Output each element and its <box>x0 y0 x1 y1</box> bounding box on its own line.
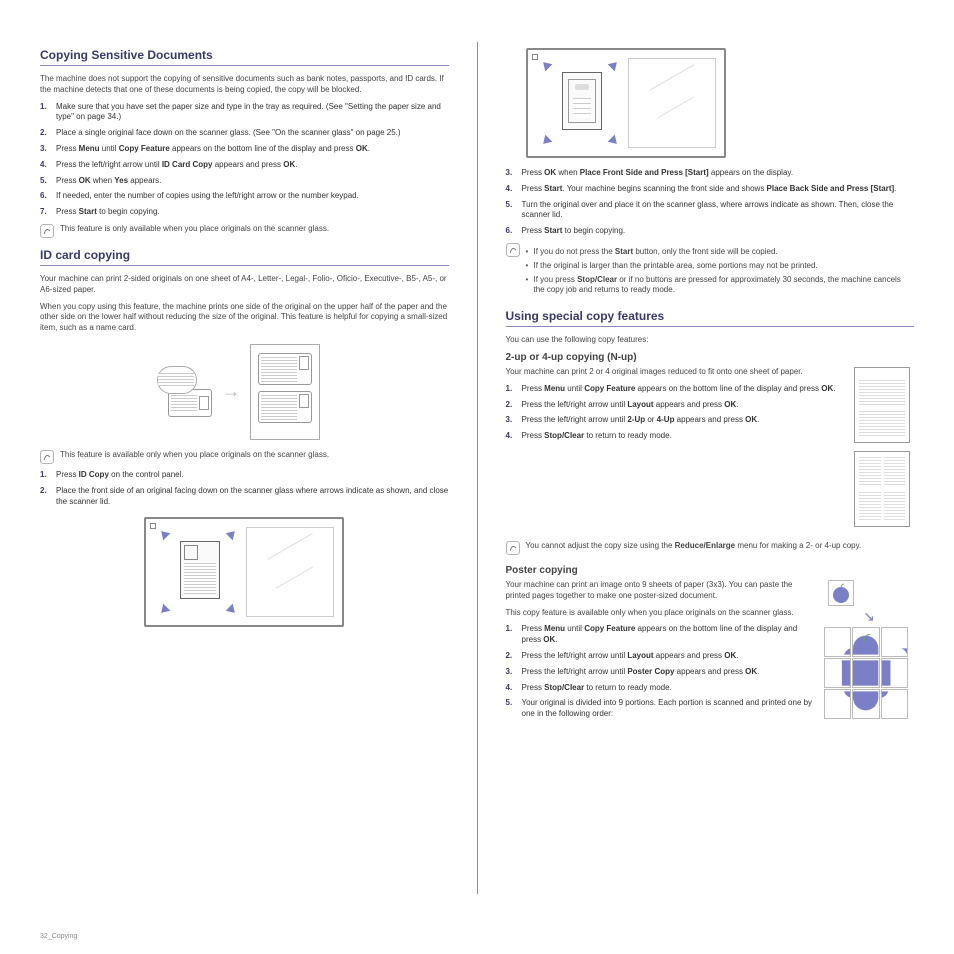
page-number: 32_Copying <box>40 933 77 940</box>
step-item: Press OK when Place Front Side and Press… <box>506 168 915 179</box>
note-text: If you do not press the Start button, on… <box>526 243 915 299</box>
body-text: Your machine can print 2 or 4 original i… <box>506 367 915 378</box>
step-item: Press Stop/Clear to return to ready mode… <box>506 683 915 694</box>
section-intro: The machine does not support the copying… <box>40 74 449 96</box>
body-text: When you copy using this feature, the ma… <box>40 302 449 334</box>
step-item: Press Start to begin copying. <box>506 226 915 237</box>
step-item: Place the front side of an original faci… <box>40 486 449 508</box>
sub-heading: 2-up or 4-up copying (N-up) <box>506 352 915 363</box>
page-footer: 32_Copying <box>40 933 914 940</box>
scanner-front-illustration <box>40 517 449 627</box>
scanner-back-illustration <box>526 48 915 158</box>
note-text: This feature is only available when you … <box>60 224 449 235</box>
note-icon <box>40 450 54 464</box>
section-heading: ID card copying <box>40 248 449 266</box>
step-item: Press Start to begin copying. <box>40 207 449 218</box>
step-item: Press Start. Your machine begins scannin… <box>506 184 915 195</box>
steps-list: Press ID Copy on the control panel. Plac… <box>40 470 449 507</box>
steps-list: Press Menu until Copy Feature appears on… <box>506 624 915 720</box>
sub-heading: Poster copying <box>506 565 915 576</box>
step-item: Press Stop/Clear to return to ready mode… <box>506 431 915 442</box>
step-item: Press the left/right arrow until Layout … <box>506 400 915 411</box>
note-icon <box>40 224 54 238</box>
note-text: You cannot adjust the copy size using th… <box>526 541 915 552</box>
step-item: Press the left/right arrow until 2-Up or… <box>506 415 915 426</box>
original-card-icon <box>168 389 212 417</box>
note-bullet: If the original is larger than the print… <box>526 261 915 272</box>
section-heading: Copying Sensitive Documents <box>40 48 449 66</box>
column-divider <box>477 42 478 894</box>
page-layout: Copying Sensitive Documents The machine … <box>40 38 914 924</box>
result-page-icon <box>250 344 320 440</box>
step-item: Your original is divided into 9 portions… <box>506 698 915 720</box>
note: This feature is only available when you … <box>40 224 449 238</box>
body-text: Your machine can print 2-sided originals… <box>40 274 449 296</box>
note-bullet: If you press Stop/Clear or if no buttons… <box>526 275 915 297</box>
steps-list: Press Menu until Copy Feature appears on… <box>506 384 915 442</box>
note: You cannot adjust the copy size using th… <box>506 541 915 555</box>
note: If you do not press the Start button, on… <box>506 243 915 299</box>
arrow-down-icon: ↘ <box>824 608 914 625</box>
arrow-right-icon: → <box>222 381 240 402</box>
step-item: Press OK when Yes appears. <box>40 176 449 187</box>
right-column: Press OK when Place Front Side and Press… <box>498 38 915 924</box>
steps-list: Press OK when Place Front Side and Press… <box>506 168 915 237</box>
note-text: This feature is available only when you … <box>60 450 449 461</box>
note: This feature is available only when you … <box>40 450 449 464</box>
step-item: Press the left/right arrow until ID Card… <box>40 160 449 171</box>
section-heading: Using special copy features <box>506 309 915 327</box>
step-item: Place a single original face down on the… <box>40 128 449 139</box>
step-item: Press Menu until Copy Feature appears on… <box>40 144 449 155</box>
step-item: Press Menu until Copy Feature appears on… <box>506 384 915 395</box>
note-icon <box>506 243 520 257</box>
steps-list: Make sure that you have set the paper si… <box>40 102 449 218</box>
step-item: Press Menu until Copy Feature appears on… <box>506 624 915 646</box>
step-item: Press the left/right arrow until Poster … <box>506 667 915 678</box>
step-item: If needed, enter the number of copies us… <box>40 191 449 202</box>
note-bullet: If you do not press the Start button, on… <box>526 247 915 258</box>
body-text: You can use the following copy features: <box>506 335 915 346</box>
id-copy-illustration: → <box>40 344 449 440</box>
step-item: Press the left/right arrow until Layout … <box>506 651 915 662</box>
left-column: Copying Sensitive Documents The machine … <box>40 38 457 924</box>
step-item: Make sure that you have set the paper si… <box>40 102 449 124</box>
step-item: Press ID Copy on the control panel. <box>40 470 449 481</box>
step-item: Turn the original over and place it on t… <box>506 200 915 222</box>
note-icon <box>506 541 520 555</box>
